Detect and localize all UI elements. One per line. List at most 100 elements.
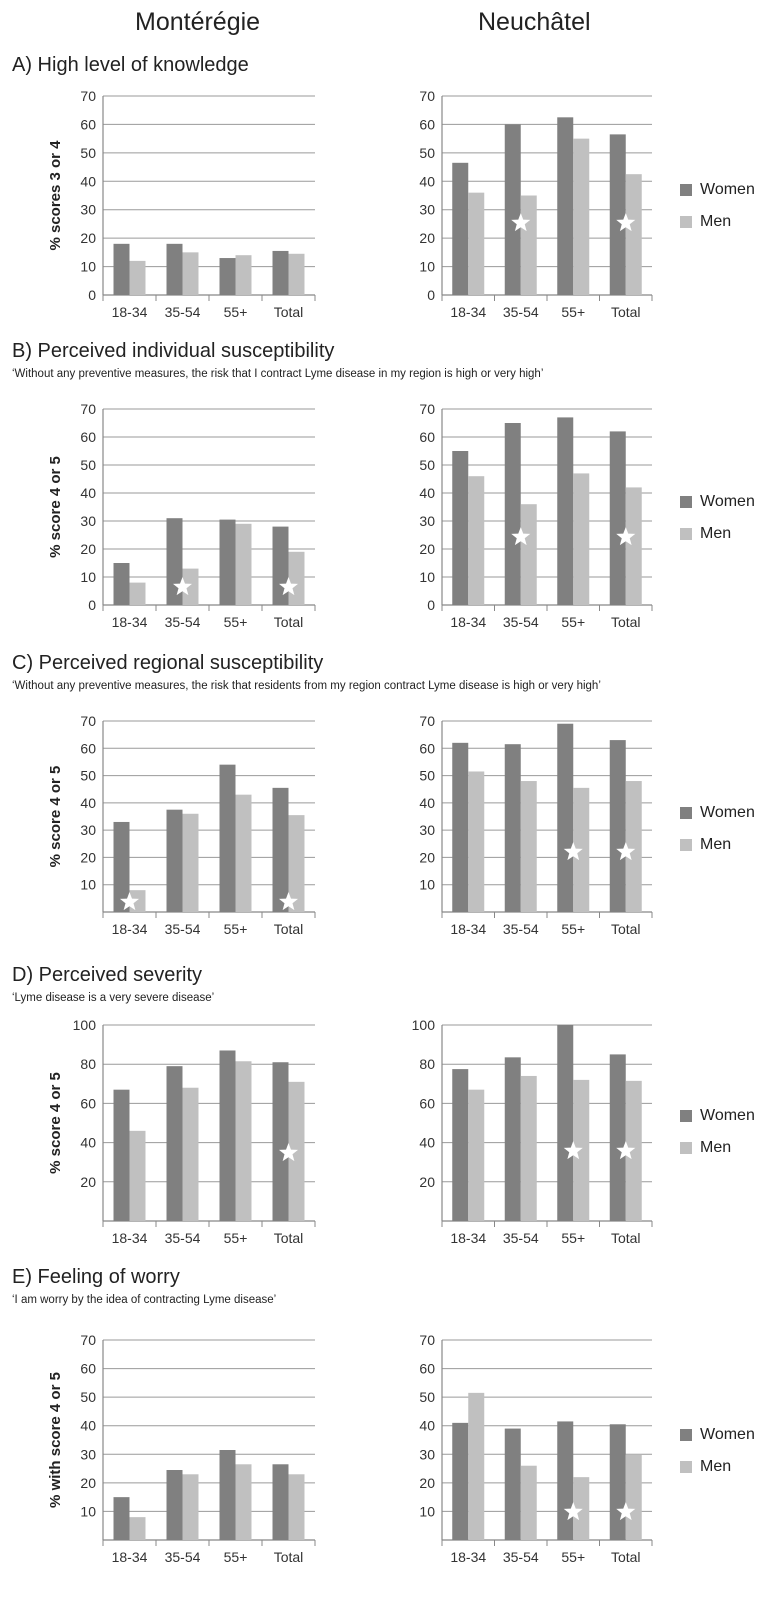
- section-title-b: B) Perceived individual susceptibility: [12, 340, 335, 362]
- significance-star: [172, 577, 193, 596]
- y-tick-label: 40: [419, 173, 435, 189]
- x-tick-label: 35-54: [165, 1230, 201, 1246]
- y-tick-label: 20: [80, 1475, 96, 1491]
- y-tick-label: 10: [80, 259, 96, 275]
- section-title-d: D) Perceived severity: [12, 964, 203, 986]
- y-tick-label: 20: [419, 849, 435, 865]
- legend-swatch-men: [680, 1461, 692, 1473]
- x-tick-label: Total: [274, 614, 304, 630]
- x-tick-label: Total: [611, 1549, 641, 1565]
- x-tick-label: 55+: [224, 304, 248, 320]
- y-tick-label: 100: [73, 1017, 97, 1033]
- x-tick-label: 18-34: [112, 1230, 148, 1246]
- section-subtitle-d: ‘Lyme disease is a very severe disease’: [12, 992, 215, 1004]
- bar-women-35-54: [504, 1428, 521, 1540]
- bar-women-Total: [609, 134, 626, 295]
- bar-women-Total: [609, 431, 626, 605]
- bar-women-35-54: [504, 1057, 521, 1221]
- bar-women-Total: [272, 787, 289, 912]
- y-tick-label: 30: [80, 822, 96, 838]
- legend-label-men: Men: [700, 836, 732, 853]
- x-tick-label: 55+: [561, 304, 585, 320]
- bar-men-55+: [235, 1061, 252, 1221]
- x-tick-label: Total: [274, 921, 304, 937]
- significance-star: [616, 1502, 636, 1521]
- x-tick-label: Total: [611, 304, 641, 320]
- x-tick-label: 55+: [561, 1230, 585, 1246]
- bar-women-35-54: [166, 1470, 183, 1540]
- y-tick-label: 70: [80, 401, 96, 417]
- y-tick-label: 80: [80, 1056, 96, 1072]
- y-tick-label: 30: [419, 1446, 435, 1462]
- y-tick-label: 60: [419, 429, 435, 445]
- bar-women-35-54: [504, 124, 521, 295]
- bar-men-35-54: [520, 1465, 537, 1540]
- y-tick-label: 0: [88, 597, 96, 613]
- y-axis-label: % scores 3 or 4: [47, 140, 64, 251]
- legend-swatch-women: [680, 496, 692, 508]
- legend-label-women: Women: [700, 804, 755, 821]
- bar-women-55+: [557, 723, 574, 912]
- bar-men-35-54: [182, 1087, 199, 1221]
- y-tick-label: 20: [419, 230, 435, 246]
- y-tick-label: 0: [427, 287, 435, 303]
- y-tick-label: 10: [419, 877, 435, 893]
- section-title-a: A) High level of knowledge: [12, 54, 249, 76]
- bar-men-Total: [288, 815, 305, 912]
- bar-women-18-34: [113, 821, 130, 912]
- y-tick-label: 40: [80, 1135, 96, 1151]
- column-header-neuchatel: Neuchâtel: [478, 8, 591, 36]
- significance-star: [616, 842, 636, 861]
- bar-women-Total: [272, 1062, 289, 1221]
- y-tick-label: 20: [80, 849, 96, 865]
- legend-swatch-men: [680, 216, 692, 228]
- y-tick-label: 50: [419, 768, 435, 784]
- bar-men-35-54: [182, 252, 199, 295]
- y-tick-label: 60: [80, 116, 96, 132]
- y-tick-label: 60: [419, 1095, 435, 1111]
- significance-star: [616, 213, 636, 232]
- bar-women-55+: [219, 258, 236, 295]
- y-tick-label: 10: [80, 569, 96, 585]
- y-axis-label: % with score 4 or 5: [47, 1372, 64, 1508]
- legend-swatch-women: [680, 1110, 692, 1122]
- y-tick-label: 40: [80, 173, 96, 189]
- significance-star: [511, 213, 531, 232]
- bar-women-18-34: [452, 1422, 469, 1540]
- bar-women-55+: [219, 519, 236, 605]
- y-tick-label: 20: [419, 1475, 435, 1491]
- legend-swatch-men: [680, 1142, 692, 1154]
- x-tick-label: 55+: [224, 921, 248, 937]
- bar-women-18-34: [113, 1497, 130, 1540]
- y-tick-label: 40: [419, 1418, 435, 1434]
- x-tick-label: 18-34: [450, 1230, 486, 1246]
- bar-women-Total: [272, 1464, 289, 1540]
- y-tick-label: 40: [419, 1135, 435, 1151]
- y-tick-label: 50: [419, 457, 435, 473]
- bar-women-18-34: [113, 563, 130, 605]
- bar-women-35-54: [166, 809, 183, 912]
- bar-women-35-54: [166, 1066, 183, 1221]
- y-tick-label: 50: [80, 768, 96, 784]
- bar-women-Total: [272, 250, 289, 295]
- y-tick-label: 60: [80, 1361, 96, 1377]
- y-tick-label: 10: [419, 569, 435, 585]
- bar-men-Total: [288, 1474, 305, 1540]
- section-subtitle-e: ‘I am worry by the idea of contracting L…: [12, 1294, 277, 1306]
- x-tick-label: 35-54: [165, 304, 201, 320]
- bar-men-18-34: [468, 771, 485, 912]
- x-tick-label: 35-54: [503, 1230, 539, 1246]
- y-tick-label: 30: [80, 1446, 96, 1462]
- y-tick-label: 30: [419, 822, 435, 838]
- x-tick-label: Total: [274, 1230, 304, 1246]
- section-subtitle-c: ‘Without any preventive measures, the ri…: [12, 680, 601, 692]
- bar-men-55+: [235, 1464, 252, 1540]
- y-tick-label: 40: [419, 795, 435, 811]
- x-tick-label: Total: [611, 1230, 641, 1246]
- y-tick-label: 20: [80, 541, 96, 557]
- bar-men-18-34: [468, 476, 485, 605]
- y-tick-label: 10: [80, 877, 96, 893]
- y-tick-label: 20: [419, 541, 435, 557]
- legend-swatch-men: [680, 528, 692, 540]
- y-tick-label: 40: [419, 485, 435, 501]
